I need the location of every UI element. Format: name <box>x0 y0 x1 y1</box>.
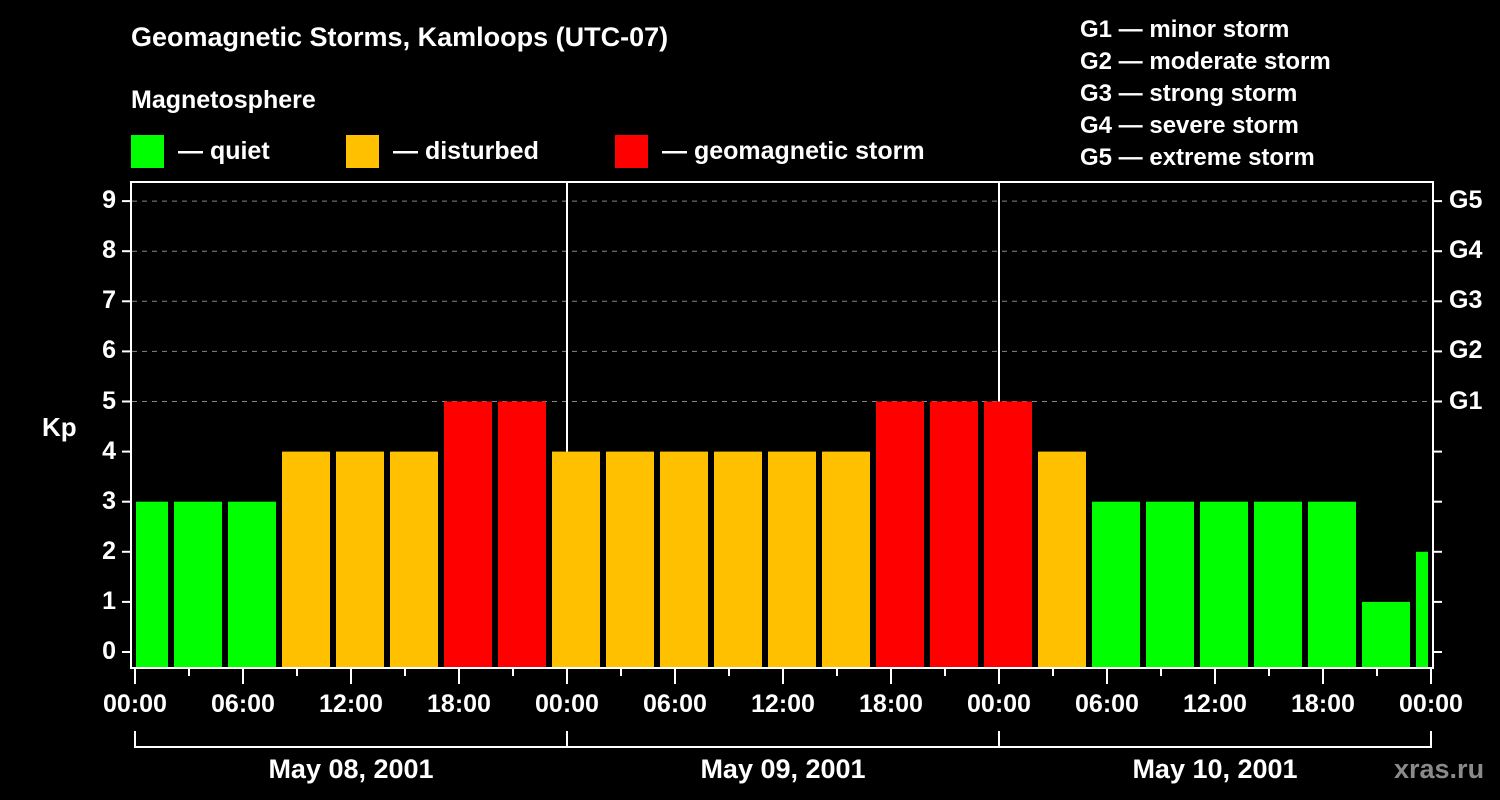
g-scale-label: G5 <box>1449 186 1483 215</box>
legend-label-quiet: — quiet <box>178 136 270 165</box>
g-scale-label: G4 <box>1449 236 1483 265</box>
y-tick-label: 1 <box>102 586 116 615</box>
x-tick-label: 00:00 <box>967 690 1031 718</box>
kp-bar <box>876 401 924 667</box>
kp-bar <box>1200 501 1248 667</box>
kp-bar <box>1092 501 1140 667</box>
g-legend-g1: G1 — minor storm <box>1080 16 1290 43</box>
x-tick-label: 18:00 <box>427 690 491 718</box>
g-legend-g3: G3 — strong storm <box>1080 80 1298 107</box>
legend-swatch-storm <box>615 134 648 168</box>
watermark: xras.ru <box>1394 754 1485 784</box>
g-scale-label: G1 <box>1449 386 1483 415</box>
g-scale-label: G2 <box>1449 336 1483 365</box>
kp-bar <box>174 501 222 667</box>
kp-bar <box>390 451 438 667</box>
y-axis-label: Kp <box>42 412 77 442</box>
date-label: May 08, 2001 <box>268 754 434 784</box>
kp-bar <box>1362 601 1410 667</box>
kp-bar <box>228 501 276 667</box>
legend-swatch-quiet <box>131 134 164 168</box>
kp-bar <box>1038 451 1086 667</box>
g-scale-legend: G1 — minor storm G2 — moderate storm G3 … <box>1080 14 1331 174</box>
chart-subtitle: Magnetosphere <box>131 86 316 114</box>
x-tick-label: 12:00 <box>1183 690 1247 718</box>
x-tick-label: 06:00 <box>211 690 275 718</box>
x-tick-label: 06:00 <box>643 690 707 718</box>
date-label: May 09, 2001 <box>700 754 866 784</box>
x-tick-label: 18:00 <box>1291 690 1355 718</box>
kp-bar <box>282 451 330 667</box>
kp-bar <box>822 451 870 667</box>
y-tick-label: 5 <box>102 386 116 415</box>
x-tick-label: 18:00 <box>859 690 923 718</box>
kp-bar <box>984 401 1032 667</box>
x-tick-label: 06:00 <box>1075 690 1139 718</box>
kp-bar <box>606 451 654 667</box>
g-legend-g2: G2 — moderate storm <box>1080 48 1331 75</box>
g-scale-label: G3 <box>1449 286 1483 315</box>
y-tick-label: 8 <box>102 236 116 265</box>
y-tick-label: 9 <box>102 186 116 215</box>
date-label: May 10, 2001 <box>1132 754 1298 784</box>
y-tick-label: 2 <box>102 536 116 565</box>
kp-bar <box>136 501 168 667</box>
g-legend-g4: G4 — severe storm <box>1080 112 1299 139</box>
kp-bar <box>498 401 546 667</box>
kp-bar <box>1146 501 1194 667</box>
x-tick-label: 12:00 <box>751 690 815 718</box>
kp-bar <box>1254 501 1302 667</box>
x-tick-label: 00:00 <box>103 690 167 718</box>
kp-bar <box>660 451 708 667</box>
legend-swatch-disturbed <box>346 134 379 168</box>
y-tick-label: 7 <box>102 286 116 315</box>
kp-bar <box>1308 501 1356 667</box>
y-tick-label: 4 <box>102 436 116 465</box>
x-tick-label: 00:00 <box>1399 690 1463 718</box>
legend-quiet: — quiet <box>131 134 270 168</box>
y-tick-label: 3 <box>102 486 116 515</box>
kp-bar <box>930 401 978 667</box>
legend-label-storm: — geomagnetic storm <box>662 136 925 165</box>
kp-bar <box>1416 551 1428 667</box>
legend-label-disturbed: — disturbed <box>393 136 539 165</box>
kp-bar <box>714 451 762 667</box>
kp-bar <box>444 401 492 667</box>
kp-bar <box>552 451 600 667</box>
g-legend-g5: G5 — extreme storm <box>1080 144 1315 171</box>
x-tick-label: 12:00 <box>319 690 383 718</box>
kp-bar <box>768 451 816 667</box>
kp-bar <box>336 451 384 667</box>
chart-title: Geomagnetic Storms, Kamloops (UTC-07) <box>131 22 669 52</box>
y-tick-label: 0 <box>102 637 116 665</box>
y-tick-label: 6 <box>102 336 116 365</box>
legend-disturbed: — disturbed <box>346 134 539 168</box>
x-tick-label: 00:00 <box>535 690 599 718</box>
legend-storm: — geomagnetic storm <box>615 134 925 168</box>
